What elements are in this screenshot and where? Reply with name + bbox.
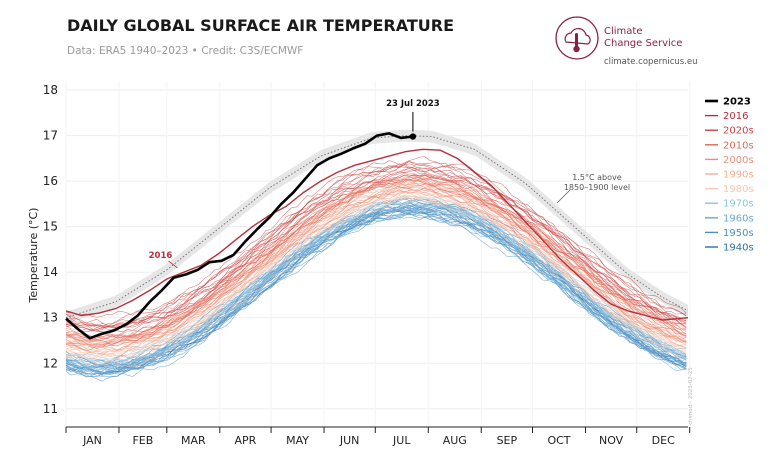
- decade-line-2010s: [65, 168, 687, 331]
- threshold-pointer: [556, 189, 571, 204]
- threshold-line: [65, 135, 689, 319]
- y-tick-label: 13: [43, 311, 58, 325]
- x-tick-label: JUL: [392, 434, 411, 447]
- x-tick-label: FEB: [132, 434, 153, 447]
- legend-item-label: 1980s: [723, 184, 754, 195]
- x-tick-label: MAR: [181, 434, 206, 447]
- decade-line-2020s: [65, 163, 687, 329]
- decade-line-1980s: [65, 195, 687, 367]
- decade-line-1970s: [65, 203, 687, 371]
- legend: 2023 2016 2020s 2010s 2000s 1990s 1980s 1970s 19…: [705, 97, 754, 254]
- decade-line-2000s: [65, 187, 687, 359]
- legend-item-label: 2000s: [723, 155, 754, 166]
- threshold-label: 1.5°C above: [572, 173, 621, 182]
- decade-line-2010s: [65, 182, 687, 346]
- legend-item-label: 2010s: [723, 140, 754, 151]
- decade-lines: [65, 156, 687, 382]
- legend-item-label: 2023: [723, 97, 751, 108]
- x-tick-label: NOV: [599, 434, 624, 447]
- legend-item-label: 1970s: [723, 199, 754, 210]
- decade-line-2020s: [65, 165, 687, 331]
- decade-line-1960s: [65, 208, 687, 376]
- threshold-label: 1850–1900 level: [564, 183, 630, 192]
- decade-line-1980s: [65, 196, 687, 357]
- decade-line-2010s: [65, 180, 687, 351]
- y-axis-label: Temperature (°C): [27, 208, 40, 304]
- decade-line-2000s: [65, 182, 687, 349]
- y-tick-label: 18: [43, 83, 58, 97]
- chart-subtitle: Data: ERA5 1940–2023 • Credit: C3S/ECMWF: [67, 45, 303, 57]
- y-tick-label: 16: [43, 174, 58, 188]
- watermark: chimod - 2023-07-25: [688, 367, 694, 425]
- decade-line-2020s: [65, 161, 687, 328]
- brand-name-line2: Change Service: [604, 38, 682, 49]
- logo-ring: [555, 16, 599, 60]
- y-tick-label: 17: [43, 129, 58, 143]
- y-tick-label: 15: [43, 220, 58, 234]
- copernicus-logo: Climate Change Service: [555, 16, 682, 60]
- peak-marker: [409, 133, 417, 140]
- y-tick-label: 12: [43, 356, 58, 370]
- decade-line-1980s: [65, 198, 687, 362]
- y-tick-label: 11: [43, 402, 58, 416]
- decade-line-2010s: [65, 173, 687, 339]
- decade-line-1960s: [65, 202, 687, 373]
- x-tick-label: SEP: [497, 434, 518, 447]
- series-line-2023: [65, 132, 414, 340]
- label-2016-pointer: [168, 260, 178, 269]
- x-tick-label: APR: [235, 434, 257, 447]
- x-tick-label: JUN: [339, 434, 360, 447]
- chart-title: DAILY GLOBAL SURFACE AIR TEMPERATURE: [67, 16, 454, 35]
- legend-item-label: 1990s: [723, 170, 754, 181]
- decade-line-1980s: [65, 195, 687, 364]
- decade-line-2000s: [65, 186, 687, 347]
- peak-date-label: 23 Jul 2023: [386, 99, 440, 109]
- decade-line-2020s: [65, 162, 687, 318]
- decade-line-1960s: [65, 205, 687, 368]
- decade-line-2020s: [65, 170, 687, 332]
- legend-item-label: 1950s: [723, 228, 754, 239]
- y-tick-label: 14: [43, 265, 58, 279]
- legend-item-label: 1960s: [723, 213, 754, 224]
- brand-name-line1: Climate: [604, 26, 642, 37]
- decade-line-2000s: [65, 178, 687, 345]
- legend-item-label: 2020s: [723, 126, 754, 137]
- decade-line-1950s: [65, 213, 687, 382]
- x-tick-label: MAY: [286, 434, 309, 447]
- cloud-icon: [564, 27, 591, 45]
- legend-item-label: 2016: [723, 111, 748, 122]
- series-line-2016: [65, 148, 689, 321]
- highlight-lines: [65, 132, 689, 340]
- thermometer-icon: [575, 33, 578, 47]
- x-tick-label: AUG: [443, 434, 467, 447]
- threshold-15c: [65, 135, 689, 319]
- brand-url: climate.copernicus.eu: [604, 57, 698, 67]
- decade-line-1970s: [65, 194, 687, 364]
- decade-line-2010s: [65, 177, 687, 342]
- label-2016: 2016: [149, 251, 173, 261]
- x-tick-label: JAN: [82, 434, 102, 447]
- legend-item-label: 1940s: [723, 243, 754, 254]
- axes: 11 12 13 14 15 16 17 18 JAN FEB MAR APR MAY JUN JUL AUG…: [43, 83, 691, 447]
- decade-line-2020s: [65, 173, 687, 336]
- x-tick-label: DEC: [652, 434, 675, 447]
- thermometer-bulb-icon: [573, 45, 580, 53]
- x-tick-label: OCT: [547, 434, 570, 447]
